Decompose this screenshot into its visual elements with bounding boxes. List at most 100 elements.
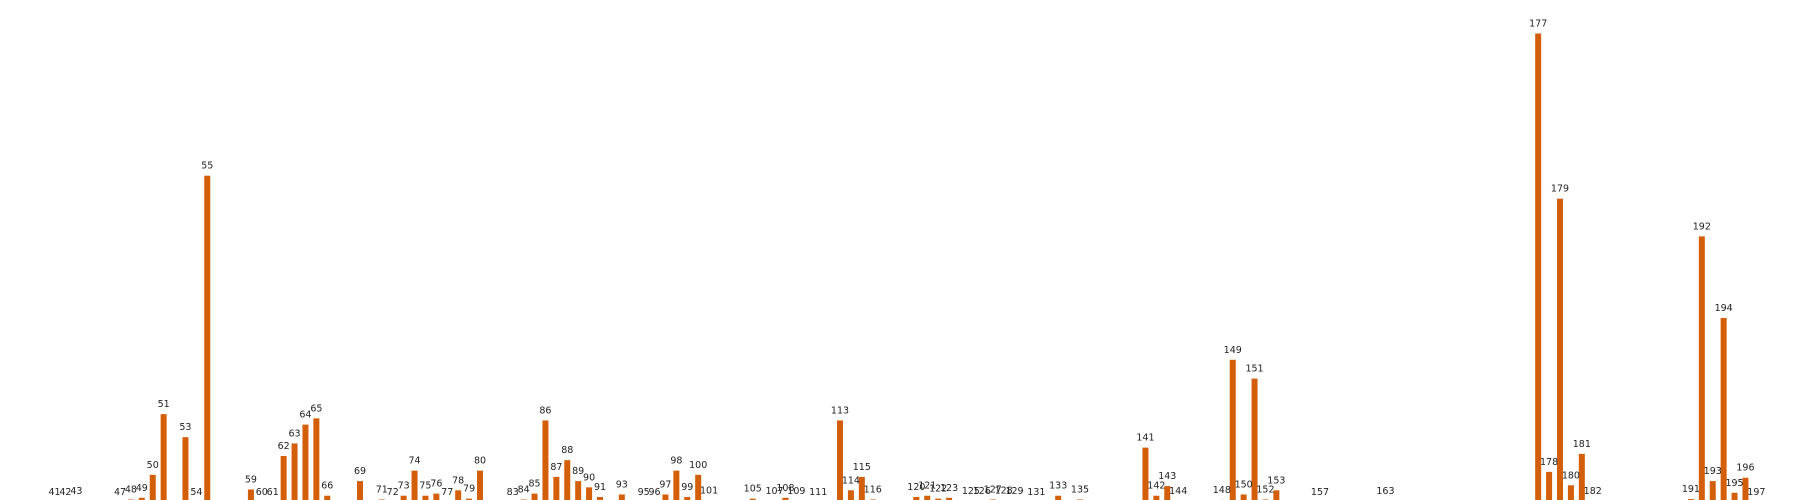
bar-label-141: 141 <box>1136 433 1154 444</box>
bar-label-66: 66 <box>321 481 333 492</box>
bar-108 <box>782 497 789 500</box>
bars-layer <box>127 33 1749 500</box>
bar-78 <box>455 490 462 500</box>
bar-label-143: 143 <box>1158 471 1176 482</box>
bar-100 <box>695 474 702 500</box>
bar-label-121: 121 <box>918 481 936 492</box>
bar-49 <box>138 497 145 500</box>
bar-64 <box>302 424 309 500</box>
bar-label-100: 100 <box>689 460 707 471</box>
bar-label-148: 148 <box>1213 485 1231 496</box>
bar-label-86: 86 <box>539 405 551 416</box>
bar-label-99: 99 <box>681 482 693 493</box>
bar-63 <box>291 443 298 500</box>
bar-label-48: 48 <box>125 484 137 495</box>
bar-label-71: 71 <box>376 484 388 495</box>
bar-label-157: 157 <box>1311 487 1329 498</box>
bar-193 <box>1709 481 1716 500</box>
bar-label-75: 75 <box>419 481 431 492</box>
bar-55 <box>204 175 211 500</box>
bar-192 <box>1698 236 1705 500</box>
bar-label-195: 195 <box>1725 478 1743 489</box>
bar-label-197: 197 <box>1747 487 1765 498</box>
bar-label-115: 115 <box>853 462 871 473</box>
bar-99 <box>684 496 691 500</box>
bar-91 <box>597 496 603 500</box>
bar-label-192: 192 <box>1693 221 1711 232</box>
bar-label-109: 109 <box>787 486 805 497</box>
bar-label-85: 85 <box>529 479 541 490</box>
bar-86 <box>542 420 549 500</box>
bar-label-127: 127 <box>984 484 1002 495</box>
bar-113 <box>837 420 843 500</box>
bar-label-108: 108 <box>776 483 794 494</box>
bar-label-135: 135 <box>1071 484 1089 495</box>
bar-143 <box>1164 486 1171 500</box>
bar-label-42: 42 <box>59 487 71 498</box>
bar-62 <box>280 455 287 500</box>
bar-label-107: 107 <box>765 486 783 497</box>
bar-93 <box>618 494 625 500</box>
bar-label-116: 116 <box>864 484 882 495</box>
bar-label-113: 113 <box>831 405 849 416</box>
bar-label-84: 84 <box>518 484 530 495</box>
bar-label-95: 95 <box>638 487 650 498</box>
bar-76 <box>433 493 440 500</box>
bar-115 <box>858 476 865 500</box>
bar-51 <box>160 414 167 500</box>
bar-label-120: 120 <box>907 482 925 493</box>
bar-194 <box>1720 317 1727 500</box>
bar-label-129: 129 <box>1005 486 1023 497</box>
bar-180 <box>1567 485 1574 500</box>
bar-label-64: 64 <box>299 410 311 421</box>
bar-label-179: 179 <box>1551 184 1569 195</box>
bar-label-194: 194 <box>1715 303 1733 314</box>
bar-label-177: 177 <box>1529 18 1547 29</box>
bar-149 <box>1229 359 1236 500</box>
bar-label-196: 196 <box>1736 463 1754 474</box>
bar-105 <box>749 498 756 500</box>
bar-50 <box>149 474 156 500</box>
bar-label-123: 123 <box>940 483 958 494</box>
bar-label-182: 182 <box>1584 486 1602 497</box>
bar-label-111: 111 <box>809 487 827 498</box>
bar-69 <box>357 481 363 500</box>
bar-98 <box>673 470 680 500</box>
bar-label-105: 105 <box>744 484 762 495</box>
bar-178 <box>1546 471 1553 500</box>
bar-label-72: 72 <box>387 487 399 498</box>
bar-label-163: 163 <box>1376 486 1394 497</box>
bar-label-80: 80 <box>474 456 486 467</box>
bar-73 <box>400 495 407 500</box>
bar-label-181: 181 <box>1573 439 1591 450</box>
bar-181 <box>1578 453 1585 500</box>
bar-label-91: 91 <box>594 482 606 493</box>
bar-label-131: 131 <box>1027 487 1045 498</box>
bar-label-133: 133 <box>1049 481 1067 492</box>
bar-177 <box>1535 33 1542 500</box>
bar-89 <box>575 481 582 500</box>
bar-153 <box>1273 490 1280 500</box>
bar-label-101: 101 <box>700 485 718 496</box>
bar-label-47: 47 <box>114 487 126 498</box>
bar-label-41: 41 <box>49 487 61 498</box>
bar-195 <box>1731 492 1738 500</box>
bar-label-61: 61 <box>267 487 279 498</box>
bar-label-74: 74 <box>409 456 421 467</box>
bar-label-150: 150 <box>1235 479 1253 490</box>
bar-label-43: 43 <box>70 486 82 497</box>
bar-label-93: 93 <box>616 479 628 490</box>
bar-label-60: 60 <box>256 487 268 498</box>
bar-label-87: 87 <box>550 462 562 473</box>
bar-90 <box>586 487 593 500</box>
bar-label-96: 96 <box>649 487 661 498</box>
bar-151 <box>1251 378 1258 500</box>
bar-label-76: 76 <box>430 479 442 490</box>
bar-88 <box>564 460 571 500</box>
bar-label-51: 51 <box>158 399 170 410</box>
bar-75 <box>422 495 429 500</box>
bar-label-73: 73 <box>398 481 410 492</box>
